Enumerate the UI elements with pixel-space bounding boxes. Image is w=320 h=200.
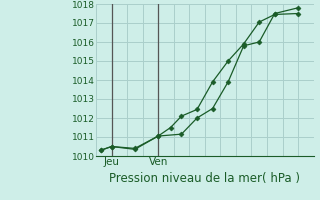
X-axis label: Pression niveau de la mer( hPa ): Pression niveau de la mer( hPa ) [109,172,300,185]
